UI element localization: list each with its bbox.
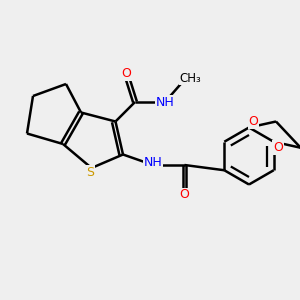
Text: S: S [86, 166, 94, 179]
Text: O: O [249, 115, 258, 128]
Text: NH: NH [144, 155, 162, 169]
Text: NH: NH [156, 95, 174, 109]
Text: O: O [180, 188, 189, 202]
Text: O: O [121, 67, 131, 80]
Text: CH₃: CH₃ [180, 71, 201, 85]
Text: O: O [273, 141, 283, 154]
